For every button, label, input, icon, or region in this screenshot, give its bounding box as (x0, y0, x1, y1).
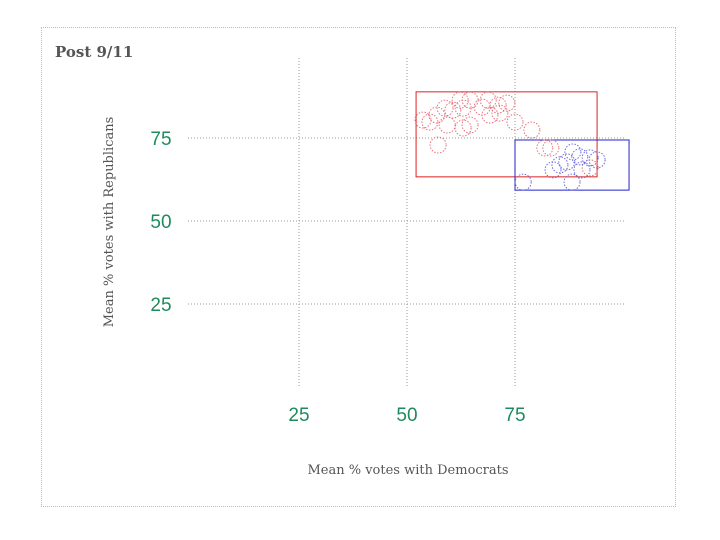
blue-data-point (564, 143, 582, 161)
blue-range-box (514, 139, 630, 191)
y-tick-label: 50 (150, 212, 171, 233)
x-tick-label: 50 (396, 405, 417, 426)
red-data-point (421, 113, 439, 131)
red-data-point (454, 99, 472, 117)
y-tick-label: 25 (150, 295, 171, 316)
red-data-point (581, 159, 599, 177)
blue-data-point (571, 148, 589, 166)
red-data-point (429, 136, 447, 154)
red-data-point (491, 104, 509, 122)
red-data-point (461, 91, 479, 109)
red-data-point (451, 91, 469, 109)
red-data-point (506, 113, 524, 131)
x-axis-label: Mean % votes with Democrats (307, 463, 508, 478)
chart-title: Post 9/11 (55, 43, 133, 61)
red-data-point (438, 116, 456, 134)
blue-data-point (588, 151, 606, 169)
x-tick-label: 75 (504, 405, 525, 426)
red-data-point (444, 101, 462, 119)
y-tick-label: 75 (150, 129, 171, 150)
red-data-point (479, 91, 497, 109)
red-data-point (436, 99, 454, 117)
x-tick-label: 25 (288, 405, 309, 426)
red-data-point (461, 116, 479, 134)
red-range-box (415, 91, 598, 178)
red-data-point (454, 119, 472, 137)
blue-data-point (581, 149, 599, 167)
red-data-point (481, 106, 499, 124)
blue-data-point (558, 153, 576, 171)
chart-frame (41, 27, 676, 507)
red-data-point (523, 121, 541, 139)
red-data-point (498, 94, 516, 112)
blue-data-point (573, 161, 591, 179)
red-data-point (428, 106, 446, 124)
blue-data-point (544, 161, 562, 179)
red-data-point (542, 139, 560, 157)
red-data-point (536, 139, 554, 157)
blue-data-point (563, 173, 581, 191)
blue-data-point (514, 173, 532, 191)
y-axis-label: Mean % votes with Republicans (102, 117, 117, 328)
